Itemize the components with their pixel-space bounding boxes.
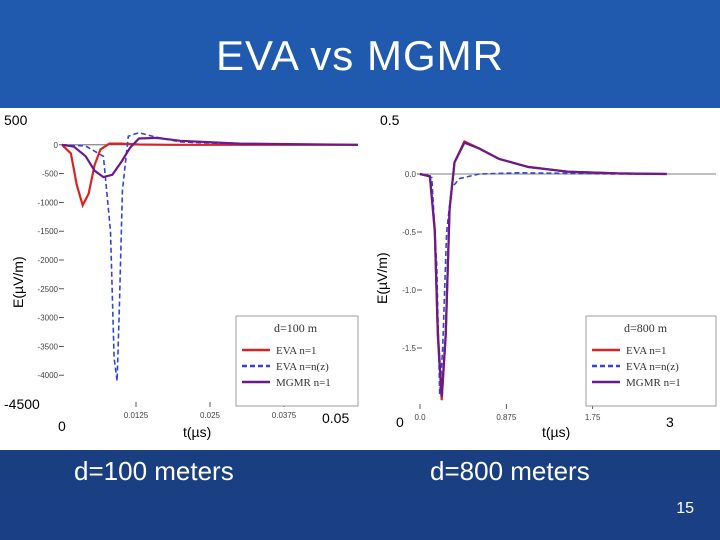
series-line-eva-n-1 xyxy=(61,142,358,209)
legend-label: EVA n=1 xyxy=(276,345,317,357)
y-tick-label: 0.0 xyxy=(405,170,417,179)
y-tick-label: -1.5 xyxy=(402,344,416,353)
caption-right: d=800 meters xyxy=(430,456,590,486)
x-left-label: 0 xyxy=(396,414,404,430)
x-right-label: 0.05 xyxy=(322,410,350,426)
y-axis-label: E(µV/m) xyxy=(374,252,390,304)
legend-label: EVA n=n(z) xyxy=(276,361,329,373)
legend-label: MGMR n=1 xyxy=(276,377,331,389)
caption-band xyxy=(0,450,720,540)
x-tick-label: 0.0 xyxy=(414,413,426,422)
y-tick-label: -4000 xyxy=(38,371,59,380)
x-tick-label: 0.0375 xyxy=(272,411,297,420)
y-top-label: 500 xyxy=(4,112,28,128)
chart-panel-left: 0 -500 -1000 -1500 -2000 -2500 -3000 -3500 -4000… xyxy=(0,108,360,450)
y-tick-label: -1500 xyxy=(38,227,59,236)
chart-left-svg: 0 -500 -1000 -1500 -2000 -2500 -3000 -3500 -4000… xyxy=(38,131,359,420)
chart-panel-right: 0.0 -0.5 -1.0 -1.5 0.0 0.875 1.75 d=800 m EVA n=… xyxy=(360,108,720,450)
legend-label: EVA n=n(z) xyxy=(626,361,679,373)
chart-right-svg: 0.0 -0.5 -1.0 -1.5 0.0 0.875 1.75 d=800 m EVA n=… xyxy=(402,140,717,422)
page-number: 15 xyxy=(676,500,694,517)
y-top-label: 0.5 xyxy=(380,112,400,128)
y-tick-label: 0 xyxy=(54,141,59,150)
x-left-label: 0 xyxy=(58,418,66,434)
y-bottom-label: -4500 xyxy=(4,396,40,412)
legend-title: d=100 m xyxy=(274,321,318,335)
y-tick-label: -2500 xyxy=(38,285,59,294)
legend-label: MGMR n=1 xyxy=(626,377,681,389)
x-axis-label: t(µs) xyxy=(542,424,571,440)
x-tick-label: 0.025 xyxy=(200,411,221,420)
title-band xyxy=(0,0,720,110)
legend-title: d=800 m xyxy=(624,321,668,335)
y-tick-label: -0.5 xyxy=(402,228,416,237)
y-tick-label: -1.0 xyxy=(402,286,416,295)
x-right-label: 3 xyxy=(666,414,674,430)
y-tick-label: -1000 xyxy=(38,198,59,207)
legend-label: EVA n=1 xyxy=(626,345,667,357)
x-tick-label: 0.875 xyxy=(496,413,517,422)
y-axis-label: E(µV/m) xyxy=(10,256,26,308)
x-axis-label: t(µs) xyxy=(183,424,212,440)
slide-title: EVA vs MGMR xyxy=(216,32,504,79)
y-tick-label: -500 xyxy=(42,170,59,179)
x-tick-label: 1.75 xyxy=(585,413,601,422)
y-tick-label: -2000 xyxy=(38,256,59,265)
x-tick-label: 0.0125 xyxy=(124,411,149,420)
series-line-mgmr-n-1 xyxy=(61,136,359,179)
legend-box xyxy=(235,315,359,407)
legend-box xyxy=(585,315,717,407)
y-tick-label: -3500 xyxy=(38,342,59,351)
caption-left: d=100 meters xyxy=(74,456,234,486)
y-tick-label: -3000 xyxy=(38,314,59,323)
series-line-mgmr-n-1 xyxy=(419,141,667,397)
